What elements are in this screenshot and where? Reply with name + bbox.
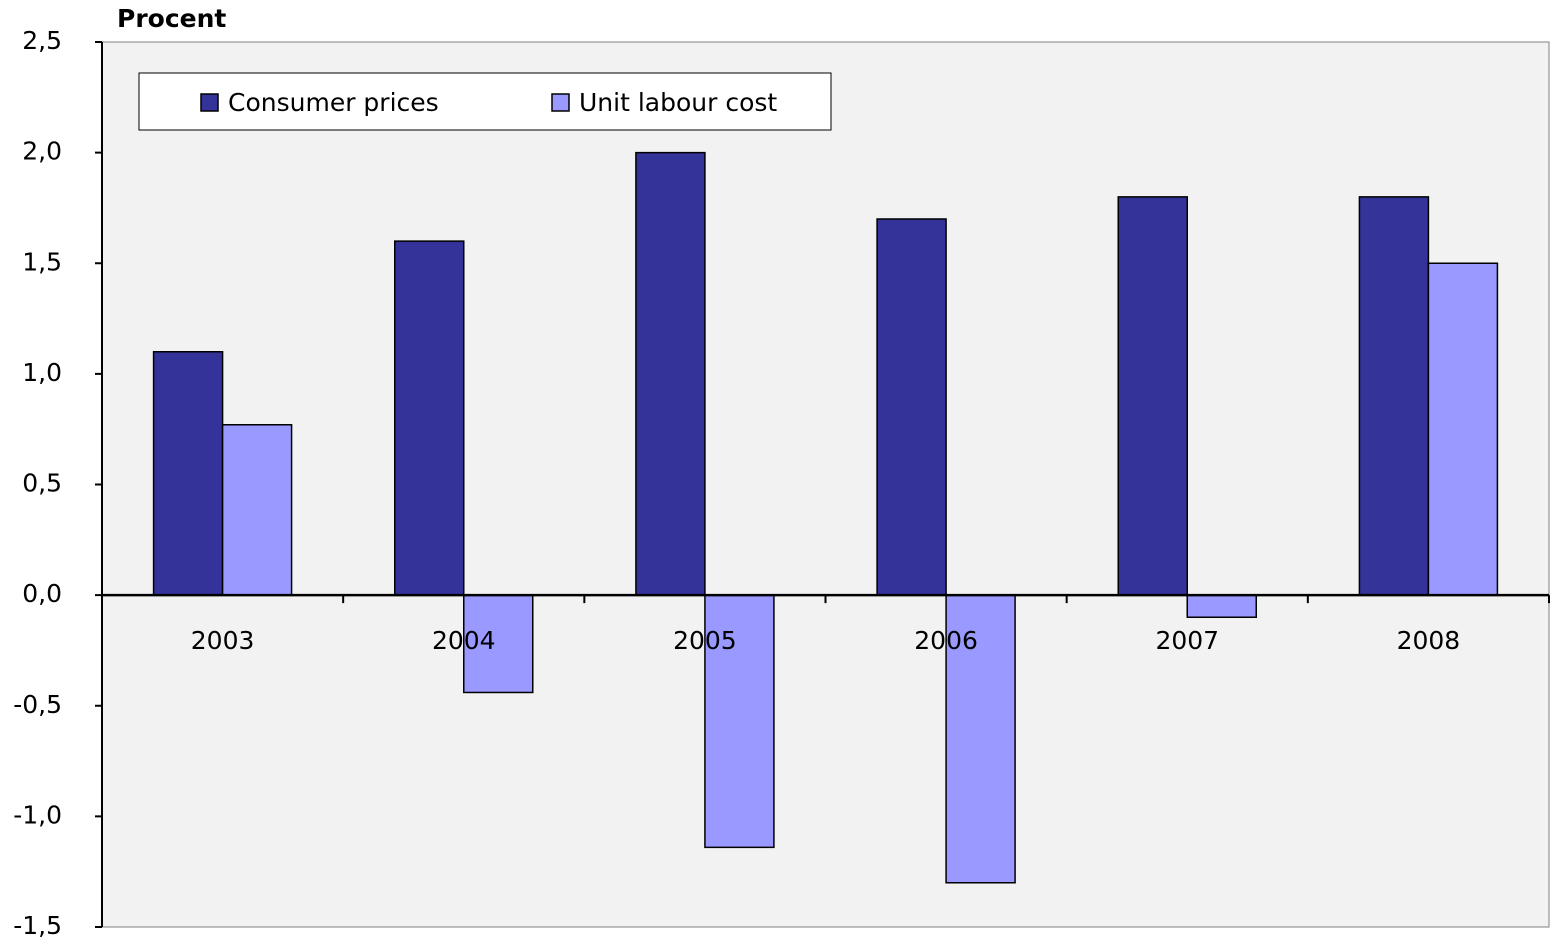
bar xyxy=(1186,594,1257,618)
bar xyxy=(945,594,1016,884)
bar xyxy=(221,424,293,596)
bar xyxy=(704,594,775,849)
bar xyxy=(876,218,947,596)
legend-label: Unit labour cost xyxy=(579,88,777,117)
y-tick-label: -1,0 xyxy=(13,800,62,829)
bar xyxy=(152,351,224,596)
x-tick-label: 2008 xyxy=(1397,626,1461,655)
x-tick-label: 2003 xyxy=(191,626,255,655)
legend-swatch xyxy=(200,93,219,112)
x-tick-label: 2006 xyxy=(914,626,978,655)
y-tick-label: -1,5 xyxy=(13,911,62,938)
y-tick-label: -0,5 xyxy=(13,690,62,719)
x-tick-label: 2004 xyxy=(432,626,496,655)
legend-swatch xyxy=(551,93,570,112)
legend xyxy=(138,72,832,131)
plot-area xyxy=(101,41,1550,928)
y-tick-label: 2,5 xyxy=(22,26,62,55)
bar xyxy=(1117,196,1188,596)
y-tick-label: 1,0 xyxy=(22,358,62,387)
y-tick-label: 2,0 xyxy=(22,137,62,166)
bar xyxy=(1358,196,1430,596)
bar xyxy=(394,240,465,596)
bar xyxy=(463,594,534,694)
y-tick-label: 0,0 xyxy=(22,579,62,608)
bar xyxy=(635,151,706,596)
bar xyxy=(1427,262,1499,596)
y-tick-label: 0,5 xyxy=(22,469,62,498)
y-tick-label: 1,5 xyxy=(22,247,62,276)
x-tick-label: 2005 xyxy=(673,626,737,655)
y-axis-label: Procent xyxy=(117,4,226,33)
legend-label: Consumer prices xyxy=(228,88,439,117)
x-tick-label: 2007 xyxy=(1155,626,1219,655)
